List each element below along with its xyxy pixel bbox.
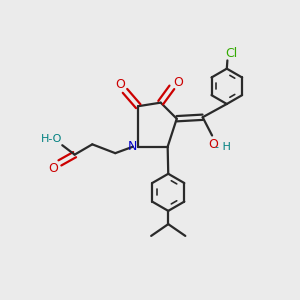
Text: O: O: [173, 76, 183, 88]
Text: Cl: Cl: [225, 47, 237, 60]
Text: H-O: H-O: [40, 134, 62, 144]
Text: N: N: [128, 140, 138, 153]
Text: - H: - H: [215, 142, 231, 152]
Text: O: O: [208, 138, 218, 151]
Text: O: O: [115, 78, 125, 91]
Text: O: O: [49, 162, 58, 175]
